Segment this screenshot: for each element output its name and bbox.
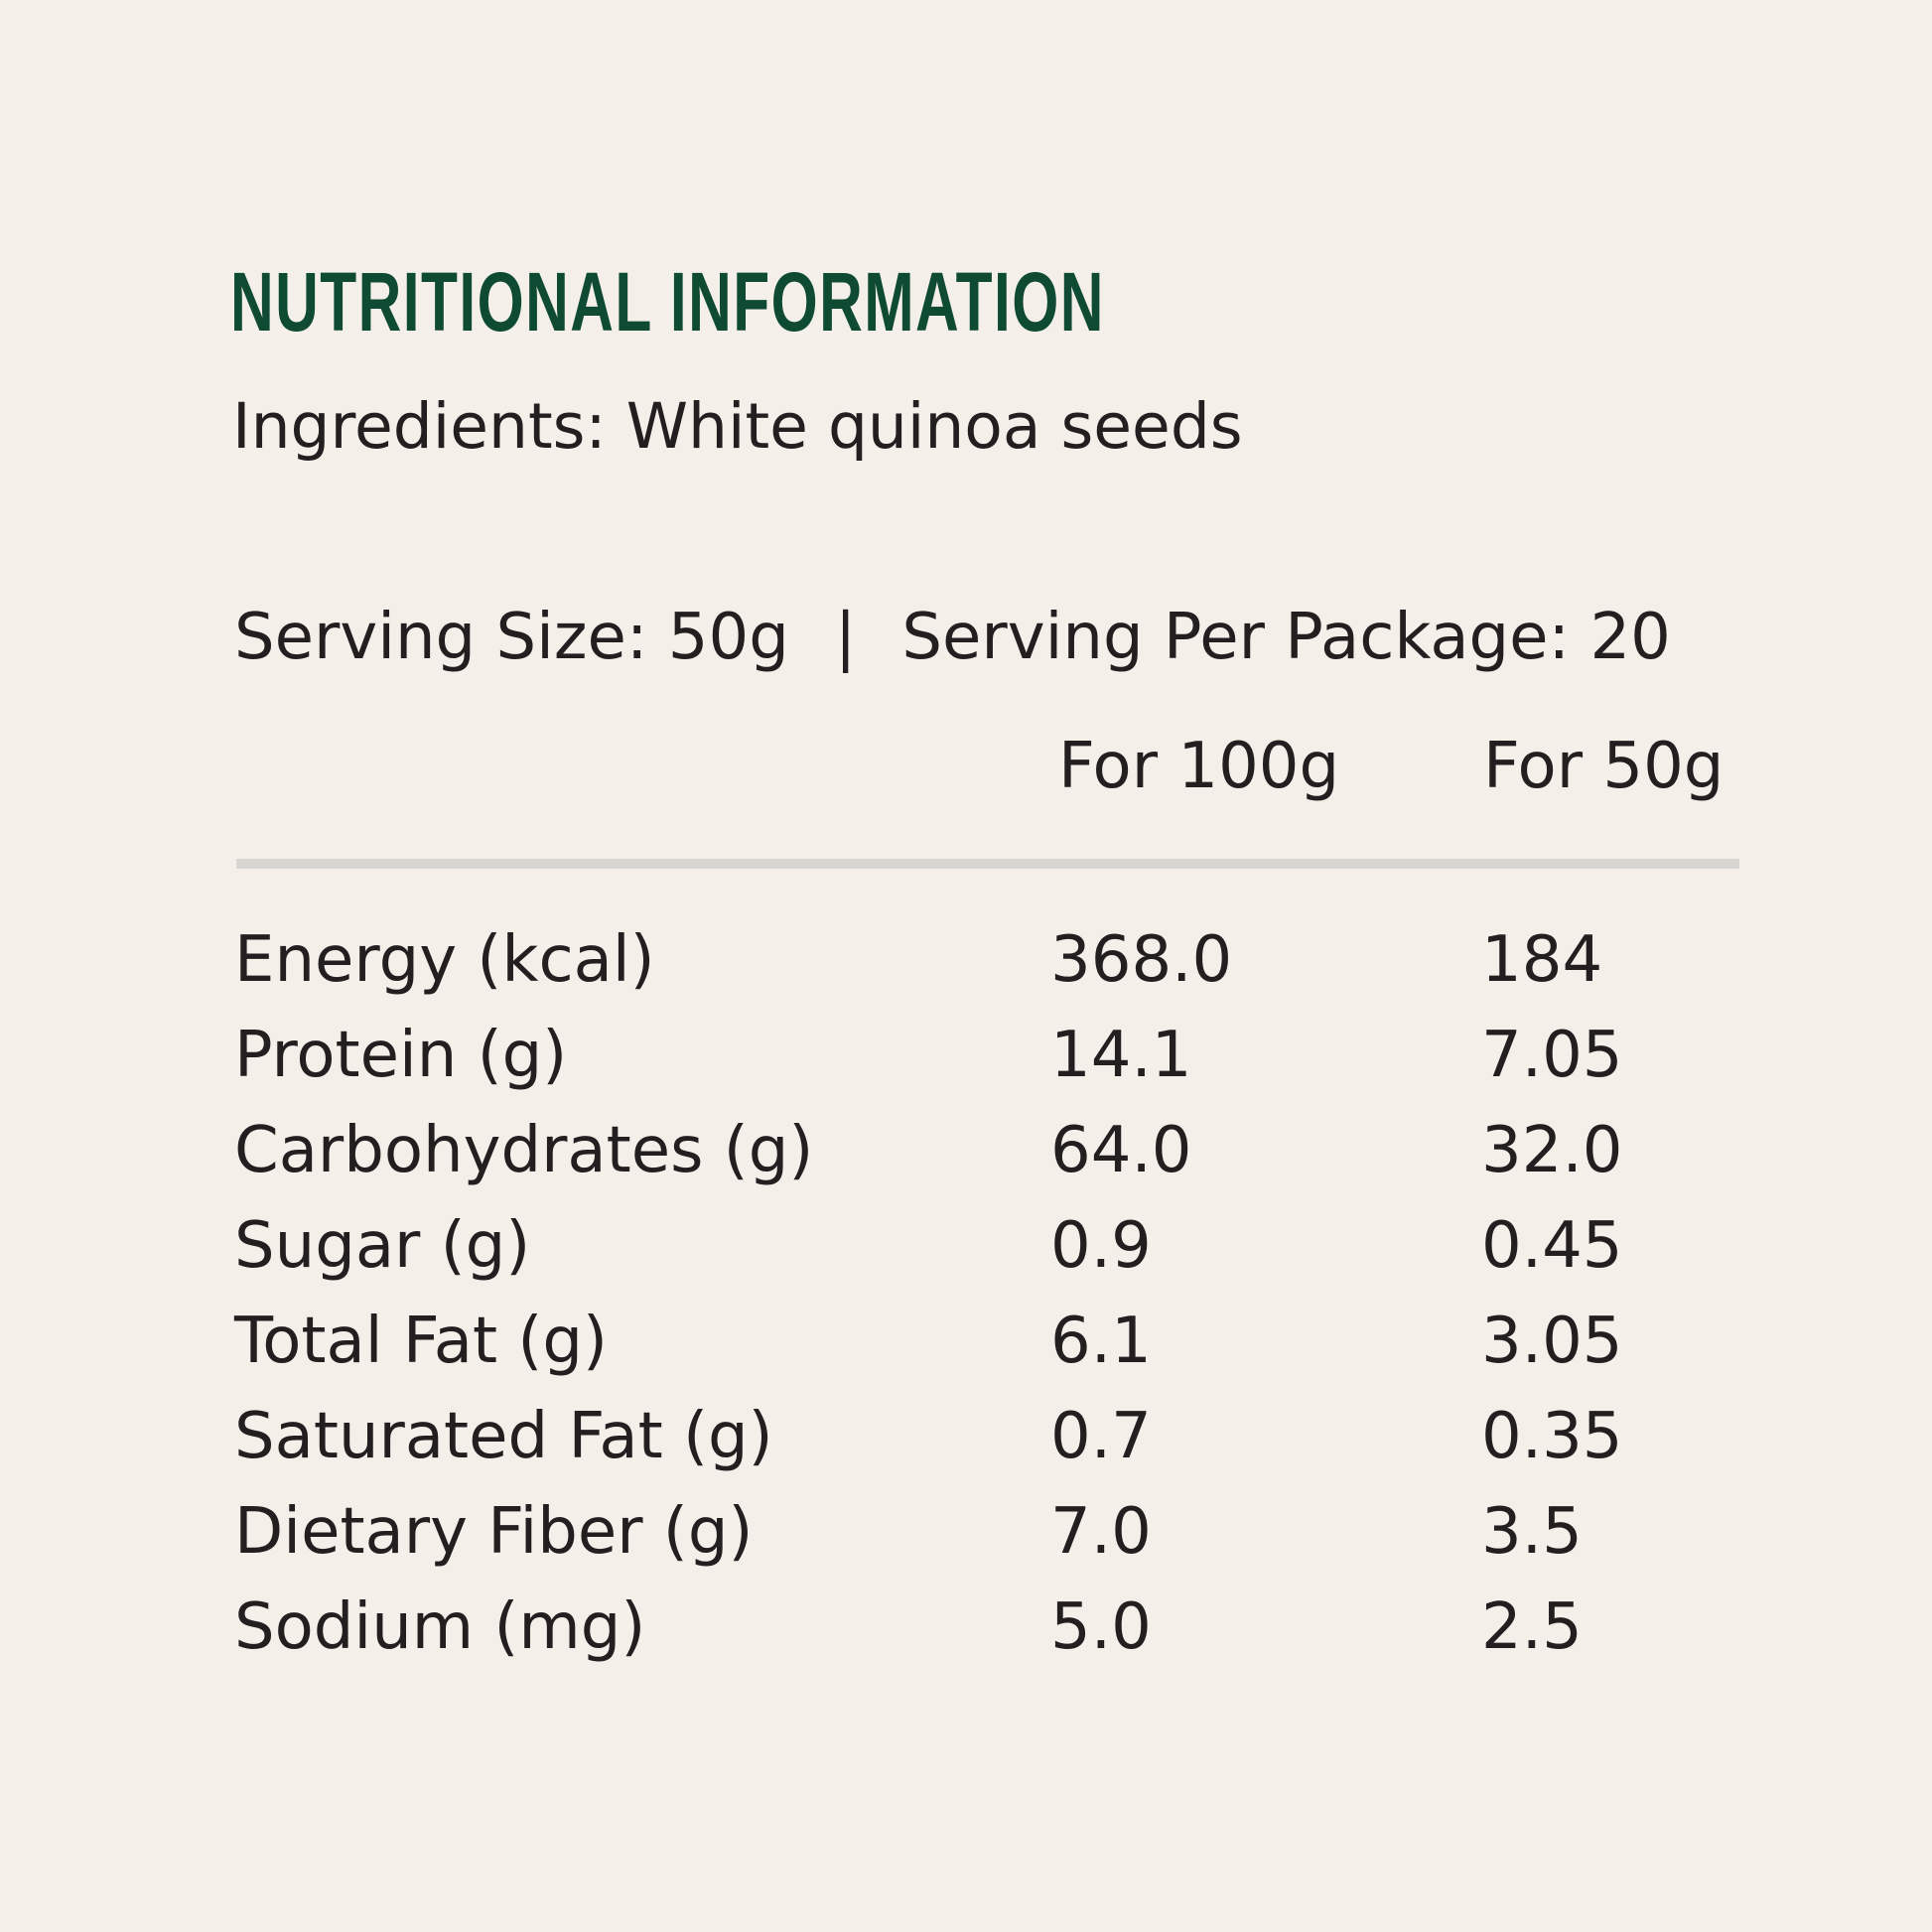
table-row: Energy (kcal) 368.0 184 [234,918,1739,1014]
nutrient-label: Carbohydrates (g) [234,1114,814,1187]
nutrient-label: Protein (g) [234,1019,568,1092]
table-row: Total Fat (g) 6.1 3.05 [234,1300,1739,1395]
nutrition-table: Energy (kcal) 368.0 184 Protein (g) 14.1… [234,918,1739,1681]
value-per-100g: 0.9 [1050,1209,1152,1283]
value-per-100g: 5.0 [1050,1590,1152,1664]
value-per-50g: 32.0 [1481,1114,1623,1187]
serving-size: Serving Size: 50g [234,601,789,674]
page-title: NUTRITIONAL INFORMATION [230,255,1105,348]
table-row: Sodium (mg) 5.0 2.5 [234,1586,1739,1681]
value-per-100g: 7.0 [1050,1495,1152,1569]
value-per-100g: 64.0 [1050,1114,1192,1187]
nutrient-label: Saturated Fat (g) [234,1400,773,1473]
value-per-50g: 3.5 [1481,1495,1583,1569]
table-row: Protein (g) 14.1 7.05 [234,1014,1739,1109]
nutrient-label: Total Fat (g) [234,1305,608,1378]
column-header-per-50g: For 50g [1483,730,1725,803]
table-row: Sugar (g) 0.9 0.45 [234,1204,1739,1300]
header-divider [236,859,1739,869]
table-row: Saturated Fat (g) 0.7 0.35 [234,1395,1739,1490]
table-row: Carbohydrates (g) 64.0 32.0 [234,1109,1739,1204]
value-per-100g: 6.1 [1050,1305,1152,1378]
value-per-50g: 3.05 [1481,1305,1623,1378]
value-per-50g: 7.05 [1481,1019,1623,1092]
nutrient-label: Energy (kcal) [234,923,655,997]
table-row: Dietary Fiber (g) 7.0 3.5 [234,1490,1739,1586]
serving-separator: | [834,601,857,674]
nutrient-label: Sodium (mg) [234,1590,646,1664]
value-per-100g: 368.0 [1050,923,1233,997]
servings-per-package: Serving Per Package: 20 [901,601,1671,674]
value-per-100g: 14.1 [1050,1019,1192,1092]
nutrient-label: Sugar (g) [234,1209,531,1283]
value-per-100g: 0.7 [1050,1400,1152,1473]
value-per-50g: 0.35 [1481,1400,1623,1473]
value-per-50g: 0.45 [1481,1209,1623,1283]
serving-info: Serving Size: 50g | Serving Per Package: 2… [234,606,1671,669]
ingredients-text: Ingredients: White quinoa seeds [232,390,1243,463]
value-per-50g: 2.5 [1481,1590,1583,1664]
nutrient-label: Dietary Fiber (g) [234,1495,754,1569]
value-per-50g: 184 [1481,923,1603,997]
column-header-per-100g: For 100g [1058,730,1340,803]
